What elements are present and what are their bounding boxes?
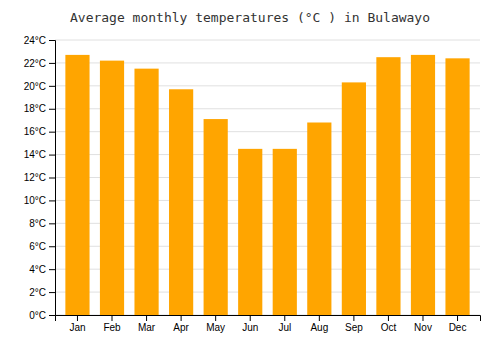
- title: Average monthly temperatures (°C ) in Bu…: [70, 10, 430, 25]
- plot: 0°C 2°C 4°C 6°C 8°C 10°C 12°C 14°C 16°C 18°C 20°C 2…: [24, 35, 481, 333]
- x-tick: Nov: [414, 315, 432, 333]
- bar: [376, 57, 400, 315]
- x-tick-label: Aug: [310, 322, 328, 333]
- x-tick: Mar: [138, 315, 156, 333]
- x-tick-label: Nov: [414, 322, 432, 333]
- bar: [445, 58, 469, 315]
- x-tick-mark: [319, 315, 320, 321]
- bar: [65, 55, 89, 315]
- y-axis: 0°C 2°C 4°C 6°C 8°C 10°C 12°C 14°C 16°C 18°C 20°C 2…: [24, 35, 56, 321]
- y-tick: 0°C: [29, 310, 55, 321]
- y-tick-label: 18°C: [24, 103, 46, 114]
- x-tick-label: Jun: [242, 322, 258, 333]
- axis-domain: [49, 41, 56, 316]
- y-tick: 16°C: [24, 126, 55, 137]
- x-tick: Jul: [278, 315, 291, 333]
- bar: [134, 69, 158, 315]
- x-tick-mark: [457, 315, 458, 321]
- y-tick-label: 6°C: [29, 241, 46, 252]
- x-tick-mark: [353, 315, 354, 321]
- y-tick-label: 0°C: [29, 310, 46, 321]
- grid-line: [55, 40, 480, 41]
- y-tick-mark: [49, 109, 55, 110]
- x-tick-mark: [388, 315, 389, 321]
- y-tick-mark: [49, 315, 55, 316]
- y-tick-mark: [49, 86, 55, 87]
- y-tick-mark: [49, 132, 55, 133]
- y-tick: 12°C: [24, 172, 55, 183]
- y-tick-mark: [49, 40, 55, 41]
- x-tick-label: Jul: [278, 322, 291, 333]
- y-tick: 2°C: [29, 287, 55, 298]
- x-tick-label: Mar: [138, 322, 156, 333]
- y-tick-label: 12°C: [24, 172, 46, 183]
- y-tick-mark: [49, 155, 55, 156]
- y-tick-mark: [49, 200, 55, 201]
- x-tick-mark: [284, 315, 285, 321]
- x-tick-mark: [250, 315, 251, 321]
- x-tick: Feb: [103, 315, 121, 333]
- y-tick: 8°C: [29, 218, 55, 229]
- bar: [342, 82, 366, 315]
- x-tick-label: Dec: [449, 322, 467, 333]
- x-tick: Dec: [449, 315, 467, 333]
- y-tick: 6°C: [29, 241, 55, 252]
- y-tick-mark: [49, 223, 55, 224]
- y-tick: 4°C: [29, 264, 55, 275]
- y-tick: 10°C: [24, 195, 55, 206]
- x-tick-mark: [146, 315, 147, 321]
- x-tick-mark: [181, 315, 182, 321]
- x-tick-label: Sep: [345, 322, 363, 333]
- x-tick: Oct: [381, 315, 397, 333]
- y-tick-mark: [49, 63, 55, 64]
- bars: [65, 55, 469, 315]
- x-tick: Sep: [345, 315, 363, 333]
- y-tick-label: 8°C: [29, 218, 46, 229]
- bar: [238, 149, 262, 315]
- x-tick-mark: [422, 315, 423, 321]
- y-tick: 22°C: [24, 58, 55, 69]
- x-tick-label: Apr: [173, 322, 189, 333]
- y-tick-mark: [49, 292, 55, 293]
- x-axis: Jan Feb Mar Apr May Jun Jul Aug Sep Oct Nov Dec: [56, 315, 481, 333]
- y-tick: 18°C: [24, 103, 55, 114]
- x-tick-mark: [215, 315, 216, 321]
- y-tick-label: 10°C: [24, 195, 46, 206]
- x-tick-label: May: [206, 322, 225, 333]
- x-tick-label: Jan: [69, 322, 85, 333]
- y-tick-label: 20°C: [24, 81, 46, 92]
- y-tick: 14°C: [24, 149, 55, 160]
- x-tick-mark: [112, 315, 113, 321]
- x-tick: May: [206, 315, 225, 333]
- grid: [55, 40, 480, 315]
- y-tick: 20°C: [24, 81, 55, 92]
- y-tick-mark: [49, 246, 55, 247]
- y-tick: 24°C: [24, 35, 55, 46]
- y-tick-label: 16°C: [24, 126, 46, 137]
- bar: [169, 89, 193, 315]
- y-tick-label: 14°C: [24, 149, 46, 160]
- x-tick: Aug: [310, 315, 328, 333]
- x-tick: Jun: [242, 315, 258, 333]
- y-tick-label: 4°C: [29, 264, 46, 275]
- bar: [204, 119, 228, 315]
- bar: [100, 61, 124, 315]
- x-tick-label: Oct: [381, 322, 397, 333]
- bar: [411, 55, 435, 315]
- y-tick-label: 2°C: [29, 287, 46, 298]
- y-tick-label: 22°C: [24, 58, 46, 69]
- bar: [307, 123, 331, 316]
- x-tick-mark: [77, 315, 78, 321]
- x-tick-label: Feb: [103, 322, 121, 333]
- x-tick: Jan: [69, 315, 85, 333]
- bar: [273, 149, 297, 315]
- axis-domain: [56, 316, 481, 322]
- chart: Average monthly temperatures (°C ) in Bu…: [0, 0, 500, 350]
- y-tick-mark: [49, 178, 55, 179]
- x-tick: Apr: [173, 315, 189, 333]
- y-tick-mark: [49, 269, 55, 270]
- y-tick-label: 24°C: [24, 35, 46, 46]
